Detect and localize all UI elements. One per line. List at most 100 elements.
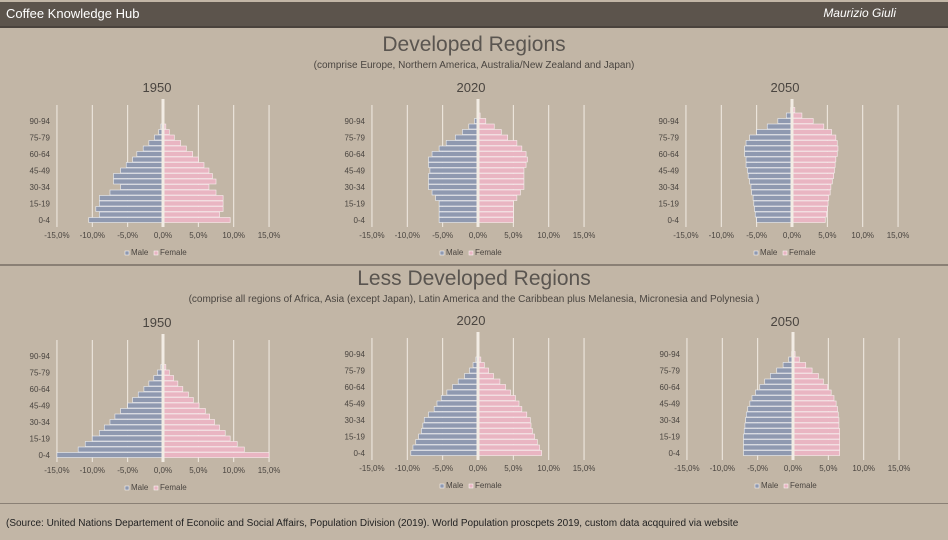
- x-tick-label: -10,0%: [709, 231, 734, 240]
- chart-title: 2020: [456, 313, 486, 328]
- bar-male-40-44: [428, 173, 479, 179]
- age-tick-label: 0-4: [668, 449, 680, 458]
- bar-female-30-34: [477, 184, 525, 190]
- age-tick-label: 90-94: [30, 117, 51, 126]
- bar-female-5-9: [162, 211, 220, 218]
- legend-label-male: Male: [131, 248, 149, 257]
- x-tick-label: 15,0%: [887, 231, 910, 240]
- bar-male-10-14: [743, 439, 794, 445]
- bar-female-5-9: [477, 444, 540, 451]
- legend-label-female: Female: [475, 248, 502, 257]
- bar-male-55-59: [755, 389, 794, 396]
- bar-female-25-29: [791, 189, 831, 196]
- bar-male-70-74: [464, 373, 479, 379]
- bar-male-80-84: [462, 129, 479, 135]
- zero-axis: [161, 99, 165, 227]
- bar-female-30-34: [162, 184, 210, 190]
- section-subtitle-less-developed: (comprise all regions of Africa, Asia (e…: [188, 294, 760, 305]
- x-tick-label: 15,0%: [258, 231, 281, 240]
- bar-male-25-29: [744, 422, 794, 429]
- x-tick-label: 0,0%: [784, 464, 802, 473]
- bar-female-70-74: [792, 373, 819, 379]
- bar-male-65-69: [148, 380, 164, 387]
- chart-title: 1950: [142, 80, 172, 95]
- x-tick-label: 0,0%: [469, 231, 487, 240]
- bar-female-40-44: [162, 408, 206, 414]
- age-tick-label: 45-49: [30, 167, 51, 176]
- bar-male-50-54: [745, 162, 793, 168]
- bar-male-50-54: [751, 395, 794, 401]
- x-tick-label: 5,0%: [189, 466, 207, 475]
- bar-male-15-19: [753, 200, 793, 207]
- source-note: (Source: United Nations Departement of E…: [6, 518, 739, 529]
- age-tick-label: 90-94: [345, 117, 366, 126]
- chart-title: 2050: [770, 80, 800, 95]
- bar-male-50-54: [132, 397, 164, 403]
- age-tick-label: 90-94: [345, 350, 366, 359]
- bar-female-65-69: [477, 378, 501, 385]
- bar-male-15-19: [418, 433, 479, 440]
- bar-female-15-19: [792, 433, 840, 440]
- x-tick-label: -5,0%: [432, 231, 453, 240]
- bar-female-15-19: [477, 200, 514, 207]
- age-tick-label: 60-64: [660, 383, 681, 392]
- age-tick-label: 45-49: [30, 402, 51, 411]
- bar-female-65-69: [791, 145, 839, 152]
- bar-female-20-24: [477, 428, 533, 434]
- age-tick-label: 45-49: [345, 167, 366, 176]
- bar-female-55-59: [477, 389, 511, 396]
- bar-male-30-34: [428, 184, 479, 190]
- bar-female-35-39: [477, 178, 525, 185]
- bar-male-5-9: [412, 444, 479, 451]
- bar-female-85-89: [477, 123, 495, 130]
- x-tick-label: 10,0%: [222, 466, 245, 475]
- bar-female-15-19: [791, 200, 829, 207]
- bar-female-40-44: [792, 406, 838, 412]
- bar-male-55-59: [446, 389, 479, 396]
- x-tick-label: 15,0%: [573, 464, 596, 473]
- bar-female-20-24: [162, 195, 224, 201]
- bar-male-45-49: [429, 167, 479, 174]
- bar-female-85-89: [791, 123, 825, 130]
- bar-male-0-4: [756, 217, 793, 223]
- bar-male-90-94: [777, 118, 793, 124]
- bar-male-65-69: [764, 378, 794, 385]
- bar-male-40-44: [433, 406, 479, 412]
- bar-female-30-34: [477, 417, 531, 423]
- header-bar: Coffee Knowledge Hub Maurizio Giuli: [0, 2, 948, 28]
- bar-male-5-9: [743, 444, 794, 451]
- section-title-developed: Developed Regions: [382, 33, 566, 56]
- author-name: Maurizio Giuli: [823, 6, 896, 20]
- bar-female-20-24: [792, 428, 840, 434]
- bar-female-20-24: [791, 195, 830, 201]
- bar-female-25-29: [162, 189, 217, 196]
- bar-female-70-74: [791, 140, 838, 146]
- bar-male-40-44: [747, 406, 794, 412]
- bar-female-15-19: [162, 200, 224, 207]
- age-tick-label: 75-79: [345, 134, 366, 143]
- bar-male-70-74: [770, 373, 794, 379]
- bar-female-65-69: [162, 145, 187, 152]
- age-tick-label: 15-19: [659, 200, 680, 209]
- bar-female-45-49: [477, 400, 520, 407]
- bar-female-45-49: [477, 167, 525, 174]
- bar-female-30-34: [791, 184, 832, 190]
- age-tick-label: 0-4: [667, 216, 679, 225]
- x-tick-label: -10,0%: [395, 464, 420, 473]
- age-tick-label: 45-49: [659, 167, 680, 176]
- section-title-less-developed: Less Developed Regions: [357, 267, 591, 290]
- bar-female-10-14: [162, 206, 224, 212]
- bar-male-75-79: [749, 134, 793, 141]
- legend-label-female: Female: [475, 481, 502, 490]
- age-tick-label: 60-64: [30, 385, 51, 394]
- footer-divider: [0, 503, 948, 504]
- bar-male-20-24: [99, 195, 164, 201]
- bar-female-30-34: [162, 419, 215, 425]
- bar-female-65-69: [477, 145, 523, 152]
- bar-male-45-49: [120, 167, 164, 174]
- bar-female-75-79: [477, 367, 489, 374]
- bar-male-0-4: [743, 450, 794, 456]
- x-tick-label: -10,0%: [80, 231, 105, 240]
- bar-male-50-54: [440, 395, 479, 401]
- bar-female-45-49: [791, 167, 835, 174]
